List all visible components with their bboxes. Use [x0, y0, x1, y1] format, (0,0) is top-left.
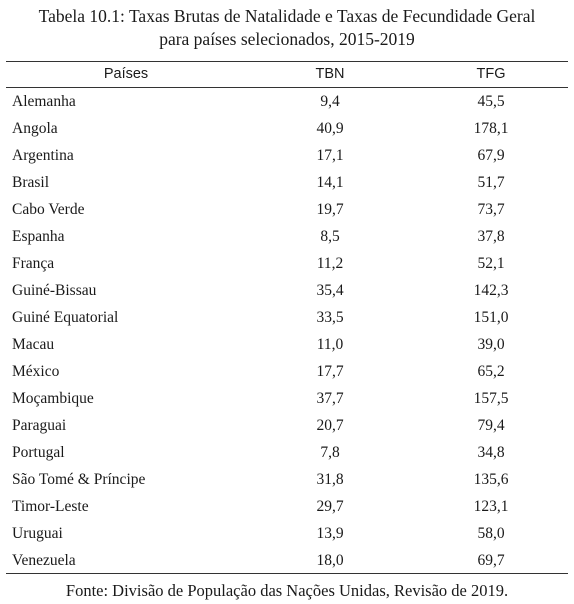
- cell-country: Brasil: [12, 174, 50, 191]
- caption-line-1: Tabela 10.1: Taxas Brutas de Natalidade …: [38, 6, 536, 26]
- table-bottom-rule: [6, 573, 568, 574]
- cell-tbn: 14,1: [316, 174, 344, 191]
- cell-tbn: 35,4: [316, 282, 344, 299]
- cell-tbn: 40,9: [316, 120, 344, 137]
- cell-tbn: 11,0: [316, 336, 344, 353]
- cell-tfg: 135,6: [473, 471, 509, 488]
- cell-country: Argentina: [12, 147, 74, 164]
- cell-tbn: 19,7: [316, 201, 344, 218]
- cell-tfg: 178,1: [473, 120, 509, 137]
- cell-tfg: 52,1: [477, 255, 505, 272]
- cell-tfg: 142,3: [473, 282, 509, 299]
- cell-country: São Tomé & Príncipe: [12, 471, 146, 488]
- table-header-row: Países TBN TFG: [0, 61, 574, 87]
- cell-tbn: 20,7: [316, 417, 344, 434]
- cell-country: Angola: [12, 120, 58, 137]
- table-row: Venezuela 18,0 69,7: [0, 547, 574, 574]
- caption-line-2: para países selecionados, 2015-2019: [159, 29, 415, 49]
- cell-tbn: 13,9: [316, 525, 344, 542]
- table-row: Argentina 17,1 67,9: [0, 142, 574, 169]
- cell-tbn: 7,8: [320, 444, 340, 461]
- table-row: França 11,2 52,1: [0, 250, 574, 277]
- table-row: Moçambique 37,7 157,5: [0, 385, 574, 412]
- table-header-rule: [6, 87, 568, 88]
- table-row: Espanha 8,5 37,8: [0, 223, 574, 250]
- cell-country: Macau: [12, 336, 55, 353]
- cell-country: Cabo Verde: [12, 201, 85, 218]
- cell-country: Alemanha: [12, 93, 76, 110]
- table-row: México 17,7 65,2: [0, 358, 574, 385]
- cell-tbn: 17,1: [316, 147, 344, 164]
- cell-country: Guiné-Bissau: [12, 282, 97, 299]
- cell-country: Paraguai: [12, 417, 67, 434]
- cell-tbn: 33,5: [316, 309, 344, 326]
- table-row: Guiné Equatorial 33,5 151,0: [0, 304, 574, 331]
- cell-country: Espanha: [12, 228, 65, 245]
- cell-tbn: 29,7: [316, 498, 344, 515]
- table-row: Cabo Verde 19,7 73,7: [0, 196, 574, 223]
- cell-country: Portugal: [12, 444, 65, 461]
- cell-tbn: 11,2: [316, 255, 344, 272]
- cell-country: Venezuela: [12, 552, 76, 569]
- cell-tfg: 73,7: [477, 201, 505, 218]
- cell-tbn: 17,7: [316, 363, 344, 380]
- header-tfg: TFG: [476, 66, 506, 82]
- cell-tbn: 18,0: [316, 552, 344, 569]
- table-row: Alemanha 9,4 45,5: [0, 88, 574, 115]
- cell-tbn: 37,7: [316, 390, 344, 407]
- cell-tfg: 37,8: [477, 228, 505, 245]
- cell-tfg: 34,8: [477, 444, 505, 461]
- cell-tbn: 8,5: [320, 228, 340, 245]
- header-tbn: TBN: [315, 66, 345, 82]
- cell-country: Guiné Equatorial: [12, 309, 119, 326]
- cell-tfg: 39,0: [477, 336, 505, 353]
- table-row: Paraguai 20,7 79,4: [0, 412, 574, 439]
- table-row: Portugal 7,8 34,8: [0, 439, 574, 466]
- table-top-rule: [6, 61, 568, 62]
- cell-tfg: 151,0: [473, 309, 509, 326]
- table-row: Timor-Leste 29,7 123,1: [0, 493, 574, 520]
- table-row: Brasil 14,1 51,7: [0, 169, 574, 196]
- cell-tfg: 45,5: [477, 93, 505, 110]
- cell-country: França: [12, 255, 55, 272]
- cell-country: Timor-Leste: [12, 498, 89, 515]
- cell-tfg: 69,7: [477, 552, 505, 569]
- cell-tfg: 67,9: [477, 147, 505, 164]
- cell-tfg: 79,4: [477, 417, 505, 434]
- table-row: Guiné-Bissau 35,4 142,3: [0, 277, 574, 304]
- table-row: Uruguai 13,9 58,0: [0, 520, 574, 547]
- table-row: São Tomé & Príncipe 31,8 135,6: [0, 466, 574, 493]
- table-caption: Tabela 10.1: Taxas Brutas de Natalidade …: [0, 5, 574, 51]
- cell-tfg: 58,0: [477, 525, 505, 542]
- table-source-note: Fonte: Divisão de População das Nações U…: [65, 581, 509, 600]
- cell-tfg: 51,7: [477, 174, 505, 191]
- cell-tfg: 123,1: [473, 498, 509, 515]
- cell-country: Uruguai: [12, 525, 63, 542]
- table-row: Angola 40,9 178,1: [0, 115, 574, 142]
- cell-tfg: 65,2: [477, 363, 505, 380]
- cell-country: México: [12, 363, 60, 380]
- cell-tfg: 157,5: [473, 390, 509, 407]
- cell-tbn: 31,8: [316, 471, 344, 488]
- cell-tbn: 9,4: [320, 93, 340, 110]
- table-row: Macau 11,0 39,0: [0, 331, 574, 358]
- header-country: Países: [103, 66, 149, 82]
- cell-country: Moçambique: [12, 390, 94, 407]
